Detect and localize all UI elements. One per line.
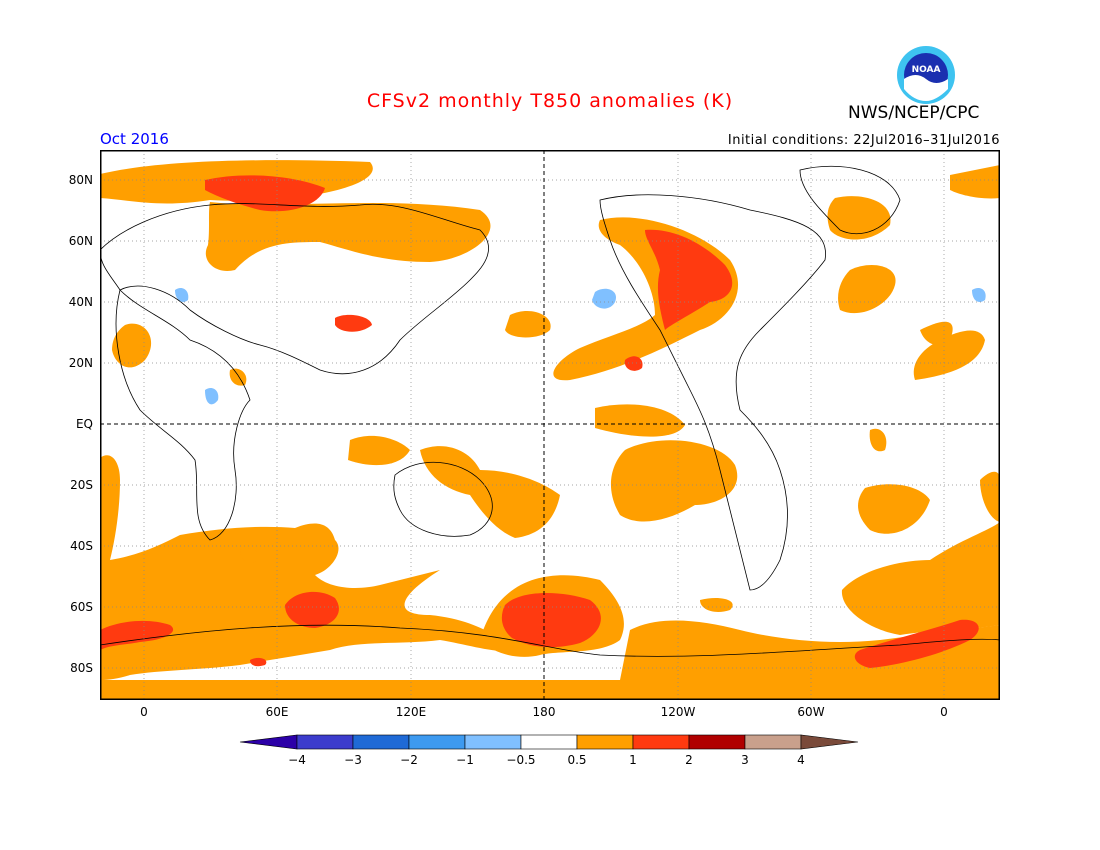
legend-swatch bbox=[744, 734, 802, 750]
forecast-month: Oct 2016 bbox=[100, 130, 169, 148]
lat-label: 80N bbox=[69, 173, 93, 187]
legend-label: −0.5 bbox=[506, 753, 535, 767]
legend-swatch bbox=[520, 734, 578, 750]
lat-label: 80S bbox=[70, 661, 93, 675]
lon-label: 0 bbox=[140, 705, 148, 719]
legend-swatch bbox=[352, 734, 410, 750]
lat-label: 40N bbox=[69, 295, 93, 309]
anomaly-map bbox=[100, 150, 1000, 700]
coastlines bbox=[100, 165, 1000, 657]
longitude-axis: 0 60E 120E 180 120W 60W 0 bbox=[140, 705, 948, 719]
legend-label: 1 bbox=[629, 753, 637, 767]
lon-label: 60W bbox=[797, 705, 824, 719]
lat-label: 60N bbox=[69, 234, 93, 248]
legend-swatch bbox=[632, 734, 690, 750]
anomaly-regions-blue bbox=[175, 288, 986, 405]
anomaly-regions-red bbox=[100, 175, 979, 668]
agency-label: NWS/NCEP/CPC bbox=[848, 103, 980, 123]
latitude-axis: 80N 60N 40N 20N EQ 20S 40S 60S 80S bbox=[69, 173, 93, 675]
lat-label: 40S bbox=[70, 539, 93, 553]
equator-dateline bbox=[100, 150, 1000, 700]
lon-label: 120W bbox=[661, 705, 696, 719]
lon-label: 60E bbox=[266, 705, 289, 719]
lon-label: 180 bbox=[533, 705, 556, 719]
legend-swatch bbox=[464, 734, 522, 750]
legend-label: −1 bbox=[456, 753, 474, 767]
legend-swatch bbox=[408, 734, 466, 750]
color-legend: −4 −3 −2 −1 −0.5 0.5 1 2 3 4 bbox=[239, 734, 859, 767]
legend-label: 4 bbox=[797, 753, 805, 767]
legend-swatch bbox=[239, 734, 298, 750]
legend-swatches bbox=[239, 734, 859, 750]
legend-labels: −4 −3 −2 −1 −0.5 0.5 1 2 3 4 bbox=[288, 753, 805, 767]
chart-title: CFSv2 monthly T850 anomalies (K) bbox=[366, 90, 734, 112]
legend-swatch bbox=[296, 734, 354, 750]
lon-label: 120E bbox=[396, 705, 427, 719]
noaa-logo-icon: NOAA bbox=[896, 45, 956, 105]
lat-label: 20N bbox=[69, 356, 93, 370]
legend-swatch bbox=[576, 734, 634, 750]
legend-label: 2 bbox=[685, 753, 693, 767]
legend-swatch bbox=[688, 734, 746, 750]
lat-label: EQ bbox=[76, 417, 93, 431]
legend-label: 0.5 bbox=[567, 753, 586, 767]
legend-swatch bbox=[800, 734, 859, 750]
initial-conditions: Initial conditions: 22Jul2016–31Jul2016 bbox=[727, 133, 1000, 148]
lat-label: 60S bbox=[70, 600, 93, 614]
legend-label: −4 bbox=[288, 753, 306, 767]
lat-label: 20S bbox=[70, 478, 93, 492]
svg-text:NOAA: NOAA bbox=[912, 65, 941, 75]
legend-label: 3 bbox=[741, 753, 749, 767]
legend-label: −2 bbox=[400, 753, 418, 767]
lon-label: 0 bbox=[940, 705, 948, 719]
legend-label: −3 bbox=[344, 753, 362, 767]
